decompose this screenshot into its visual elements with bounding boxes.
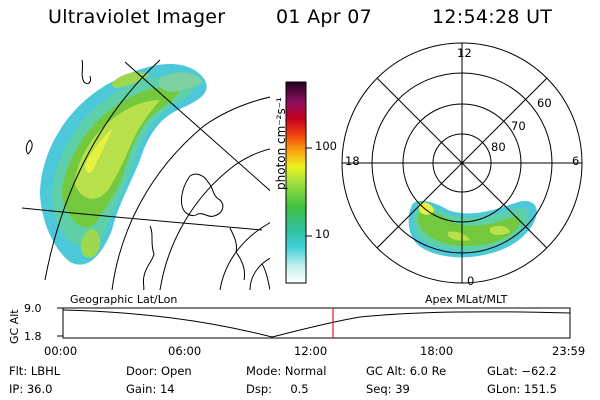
info-ip: IP: 36.0 xyxy=(9,382,53,396)
mlt-label-12: 12 xyxy=(457,46,472,60)
apex-caption: Apex MLat/MLT xyxy=(425,293,508,306)
info-seq: Seq: 39 xyxy=(366,382,410,396)
info-glat: GLat: −62.2 xyxy=(487,364,557,378)
colorbar-unit-label: photon cm⁻²s⁻¹ xyxy=(274,97,288,190)
colorbar-label-100: 100 xyxy=(315,139,337,153)
colorbar xyxy=(286,82,306,283)
info-gc-alt: GC Alt: 6.0 Re xyxy=(366,364,447,378)
xtick-1200: 12:00 xyxy=(294,344,328,358)
geographic-caption: Geographic Lat/Lon xyxy=(70,293,178,306)
xtick-0000: 00:00 xyxy=(44,344,78,358)
altitude-plot-frame xyxy=(62,307,571,339)
altitude-ytick-1-8: 1.8 xyxy=(24,330,42,343)
info-gain: Gain: 14 xyxy=(126,382,175,396)
xtick-0600: 06:00 xyxy=(168,344,202,358)
xtick-1800: 18:00 xyxy=(420,344,454,358)
info-glon: GLon: 151.5 xyxy=(487,382,557,396)
altitude-curve xyxy=(62,309,571,338)
xtick-2359: 23:59 xyxy=(552,344,586,358)
altitude-ylabel: GC Alt xyxy=(8,309,21,344)
info-flt: Flt: LBHL xyxy=(9,364,61,378)
altitude-ytick-9: 9.0 xyxy=(24,302,42,315)
aurora-oval-polar xyxy=(408,200,537,258)
instrument-title: Ultraviolet Imager xyxy=(48,6,226,28)
info-door: Door: Open xyxy=(126,364,192,378)
colorbar-label-10: 10 xyxy=(315,227,330,241)
info-dsp: Dsp: 0.5 xyxy=(246,382,309,396)
lat-label-60: 60 xyxy=(537,96,552,110)
altitude-plot xyxy=(57,307,571,339)
date-label: 01 Apr 07 xyxy=(276,6,373,28)
lat-label-70: 70 xyxy=(511,119,526,133)
mlt-label-0: 0 xyxy=(467,274,475,288)
lat-label-80: 80 xyxy=(491,140,506,154)
time-label: 12:54:28 UT xyxy=(432,6,553,28)
coastlines xyxy=(25,59,270,290)
aurora-oval-geographic xyxy=(40,64,207,265)
mlt-label-18: 18 xyxy=(345,154,360,168)
polar-grid xyxy=(341,42,583,284)
polar-map xyxy=(341,42,583,284)
mlt-label-6: 6 xyxy=(572,154,580,168)
info-mode: Mode: Normal xyxy=(246,364,327,378)
geographic-map xyxy=(21,59,270,290)
geographic-grid xyxy=(21,59,270,290)
